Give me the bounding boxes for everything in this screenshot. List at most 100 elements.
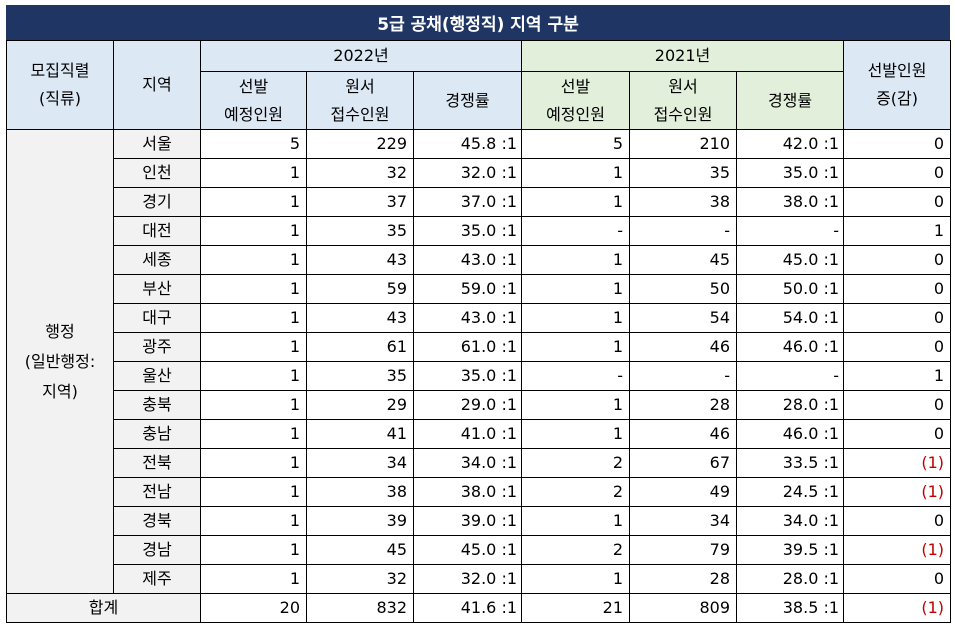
table-row: 대구 1 43 43.0 :1 1 54 54.0 :1 0	[7, 303, 952, 333]
rate-2021-cell: -	[736, 361, 845, 391]
applied-2021-cell: 38	[629, 187, 738, 217]
table-row: 인천 1 32 32.0 :1 1 35 35.0 :1 0	[7, 158, 952, 188]
region-cell: 광주	[113, 332, 201, 362]
header-year-2021: 2021년	[521, 40, 845, 72]
header-year-2022: 2022년	[199, 40, 523, 72]
rate-2022-cell: 32.0 :1	[412, 158, 523, 188]
applied-2021-cell: 79	[629, 535, 738, 565]
selected-2022-cell: 1	[200, 506, 307, 536]
applied-2022-cell: 32	[306, 158, 414, 188]
applied-2022-cell: 43	[306, 245, 414, 275]
selected-2021-cell: 1	[521, 332, 631, 362]
applied-2022-cell: 43	[306, 303, 414, 333]
rate-2021-cell: 28.0 :1	[736, 564, 845, 594]
region-cell: 대구	[113, 303, 201, 333]
total-selected-2021-cell: 21	[521, 593, 631, 623]
table-row: 충북 1 29 29.0 :1 1 28 28.0 :1 0	[7, 390, 952, 420]
rate-2021-cell: 38.0 :1	[736, 187, 845, 217]
rate-2022-cell: 38.0 :1	[412, 477, 523, 507]
rate-2021-cell: 39.5 :1	[736, 535, 845, 565]
data-table: 모집직렬 (직류) 지역 2022년 2021년 선발인원 증(감) 선발 예정…	[6, 40, 952, 623]
region-cell: 경남	[113, 535, 201, 565]
header-selected-2022: 선발 예정인원	[200, 71, 307, 130]
rate-2022-cell: 32.0 :1	[412, 564, 523, 594]
table-row: 경북 1 39 39.0 :1 1 34 34.0 :1 0	[7, 506, 952, 536]
rate-2022-cell: 35.0 :1	[412, 361, 523, 391]
rate-2021-cell: 45.0 :1	[736, 245, 845, 275]
selected-2021-cell: 2	[521, 477, 631, 507]
region-cell: 대전	[113, 216, 201, 246]
selected-2021-cell: -	[521, 216, 631, 246]
total-row: 합계 20 832 41.6 :1 21 809 38.5 :1 (1)	[6, 593, 952, 623]
total-change-cell: (1)	[843, 593, 952, 623]
applied-2022-cell: 45	[306, 535, 414, 565]
table-body: 행정 (일반행정: 지역) 서울 5 229 45.8 :1 5 210 42.0 :1 0 인천…	[6, 129, 952, 623]
applied-2021-cell: 28	[629, 564, 738, 594]
rate-2022-cell: 43.0 :1	[412, 245, 523, 275]
rate-2022-cell: 41.0 :1	[412, 419, 523, 449]
applied-2022-cell: 38	[306, 477, 414, 507]
selected-2022-cell: 1	[200, 361, 307, 391]
change-cell: 0	[843, 303, 952, 333]
rate-2021-cell: 35.0 :1	[736, 158, 845, 188]
category-cell: 행정 (일반행정: 지역)	[6, 129, 114, 594]
selected-2022-cell: 1	[200, 419, 307, 449]
applied-2022-cell: 35	[306, 361, 414, 391]
table-container: 5급 공채(행정직) 지역 구분 모집직렬 (직류) 지역 2022년 2021…	[6, 5, 952, 623]
applied-2022-cell: 41	[306, 419, 414, 449]
applied-2021-cell: 49	[629, 477, 738, 507]
selected-2021-cell: 1	[521, 419, 631, 449]
selected-2021-cell: 5	[521, 129, 631, 159]
table-row: 울산 1 35 35.0 :1- - -1	[7, 361, 952, 391]
table-row: 경기 1 37 37.0 :1 1 38 38.0 :1 0	[7, 187, 952, 217]
applied-2021-cell: 210	[629, 129, 738, 159]
region-cell: 전북	[113, 448, 201, 478]
rate-2022-cell: 43.0 :1	[412, 303, 523, 333]
selected-2021-cell: 1	[521, 274, 631, 304]
region-cell: 세종	[113, 245, 201, 275]
region-cell: 부산	[113, 274, 201, 304]
rate-2022-cell: 59.0 :1	[412, 274, 523, 304]
rate-2022-cell: 39.0 :1	[412, 506, 523, 536]
change-cell: (1)	[843, 477, 952, 507]
header-change: 선발인원 증(감)	[843, 40, 952, 130]
table-row: 대전 1 35 35.0 :1- - -1	[7, 216, 952, 246]
selected-2021-cell: -	[521, 361, 631, 391]
selected-2021-cell: 1	[521, 187, 631, 217]
selected-2022-cell: 1	[200, 564, 307, 594]
table-row: 충남 1 41 41.0 :1 1 46 46.0 :1 0	[7, 419, 952, 449]
applied-2021-cell: 34	[629, 506, 738, 536]
rate-2021-cell: 24.5 :1	[736, 477, 845, 507]
rate-2022-cell: 45.8 :1	[412, 129, 523, 159]
region-cell: 전남	[113, 477, 201, 507]
header-rate-2022: 경쟁률	[412, 71, 523, 130]
header-region: 지역	[113, 40, 201, 130]
region-cell: 충남	[113, 419, 201, 449]
selected-2022-cell: 1	[200, 390, 307, 420]
region-cell: 경기	[113, 187, 201, 217]
applied-2022-cell: 34	[306, 448, 414, 478]
selected-2021-cell: 1	[521, 564, 631, 594]
table-row: 광주 1 61 61.0 :1 1 46 46.0 :1 0	[7, 332, 952, 362]
selected-2022-cell: 1	[200, 187, 307, 217]
table-row: 부산 1 59 59.0 :1 1 50 50.0 :1 0	[7, 274, 952, 304]
rate-2022-cell: 61.0 :1	[412, 332, 523, 362]
table-row: 행정 (일반행정: 지역) 서울 5 229 45.8 :1 5 210 42.0 :1 0	[6, 129, 952, 594]
selected-2021-cell: 1	[521, 158, 631, 188]
change-cell: 0	[843, 274, 952, 304]
table-row: 경남 1 45 45.0 :1 2 79 39.5 :1 (1)	[7, 535, 952, 565]
selected-2021-cell: 1	[521, 506, 631, 536]
applied-2022-cell: 39	[306, 506, 414, 536]
applied-2022-cell: 61	[306, 332, 414, 362]
selected-2022-cell: 1	[200, 448, 307, 478]
applied-2022-cell: 37	[306, 187, 414, 217]
region-cell: 인천	[113, 158, 201, 188]
selected-2022-cell: 1	[200, 535, 307, 565]
applied-2021-cell: 46	[629, 332, 738, 362]
rate-2021-cell: 28.0 :1	[736, 390, 845, 420]
change-cell: 0	[843, 564, 952, 594]
selected-2022-cell: 1	[200, 274, 307, 304]
rate-2021-cell: 46.0 :1	[736, 332, 845, 362]
change-cell: 0	[843, 332, 952, 362]
selected-2021-cell: 1	[521, 390, 631, 420]
